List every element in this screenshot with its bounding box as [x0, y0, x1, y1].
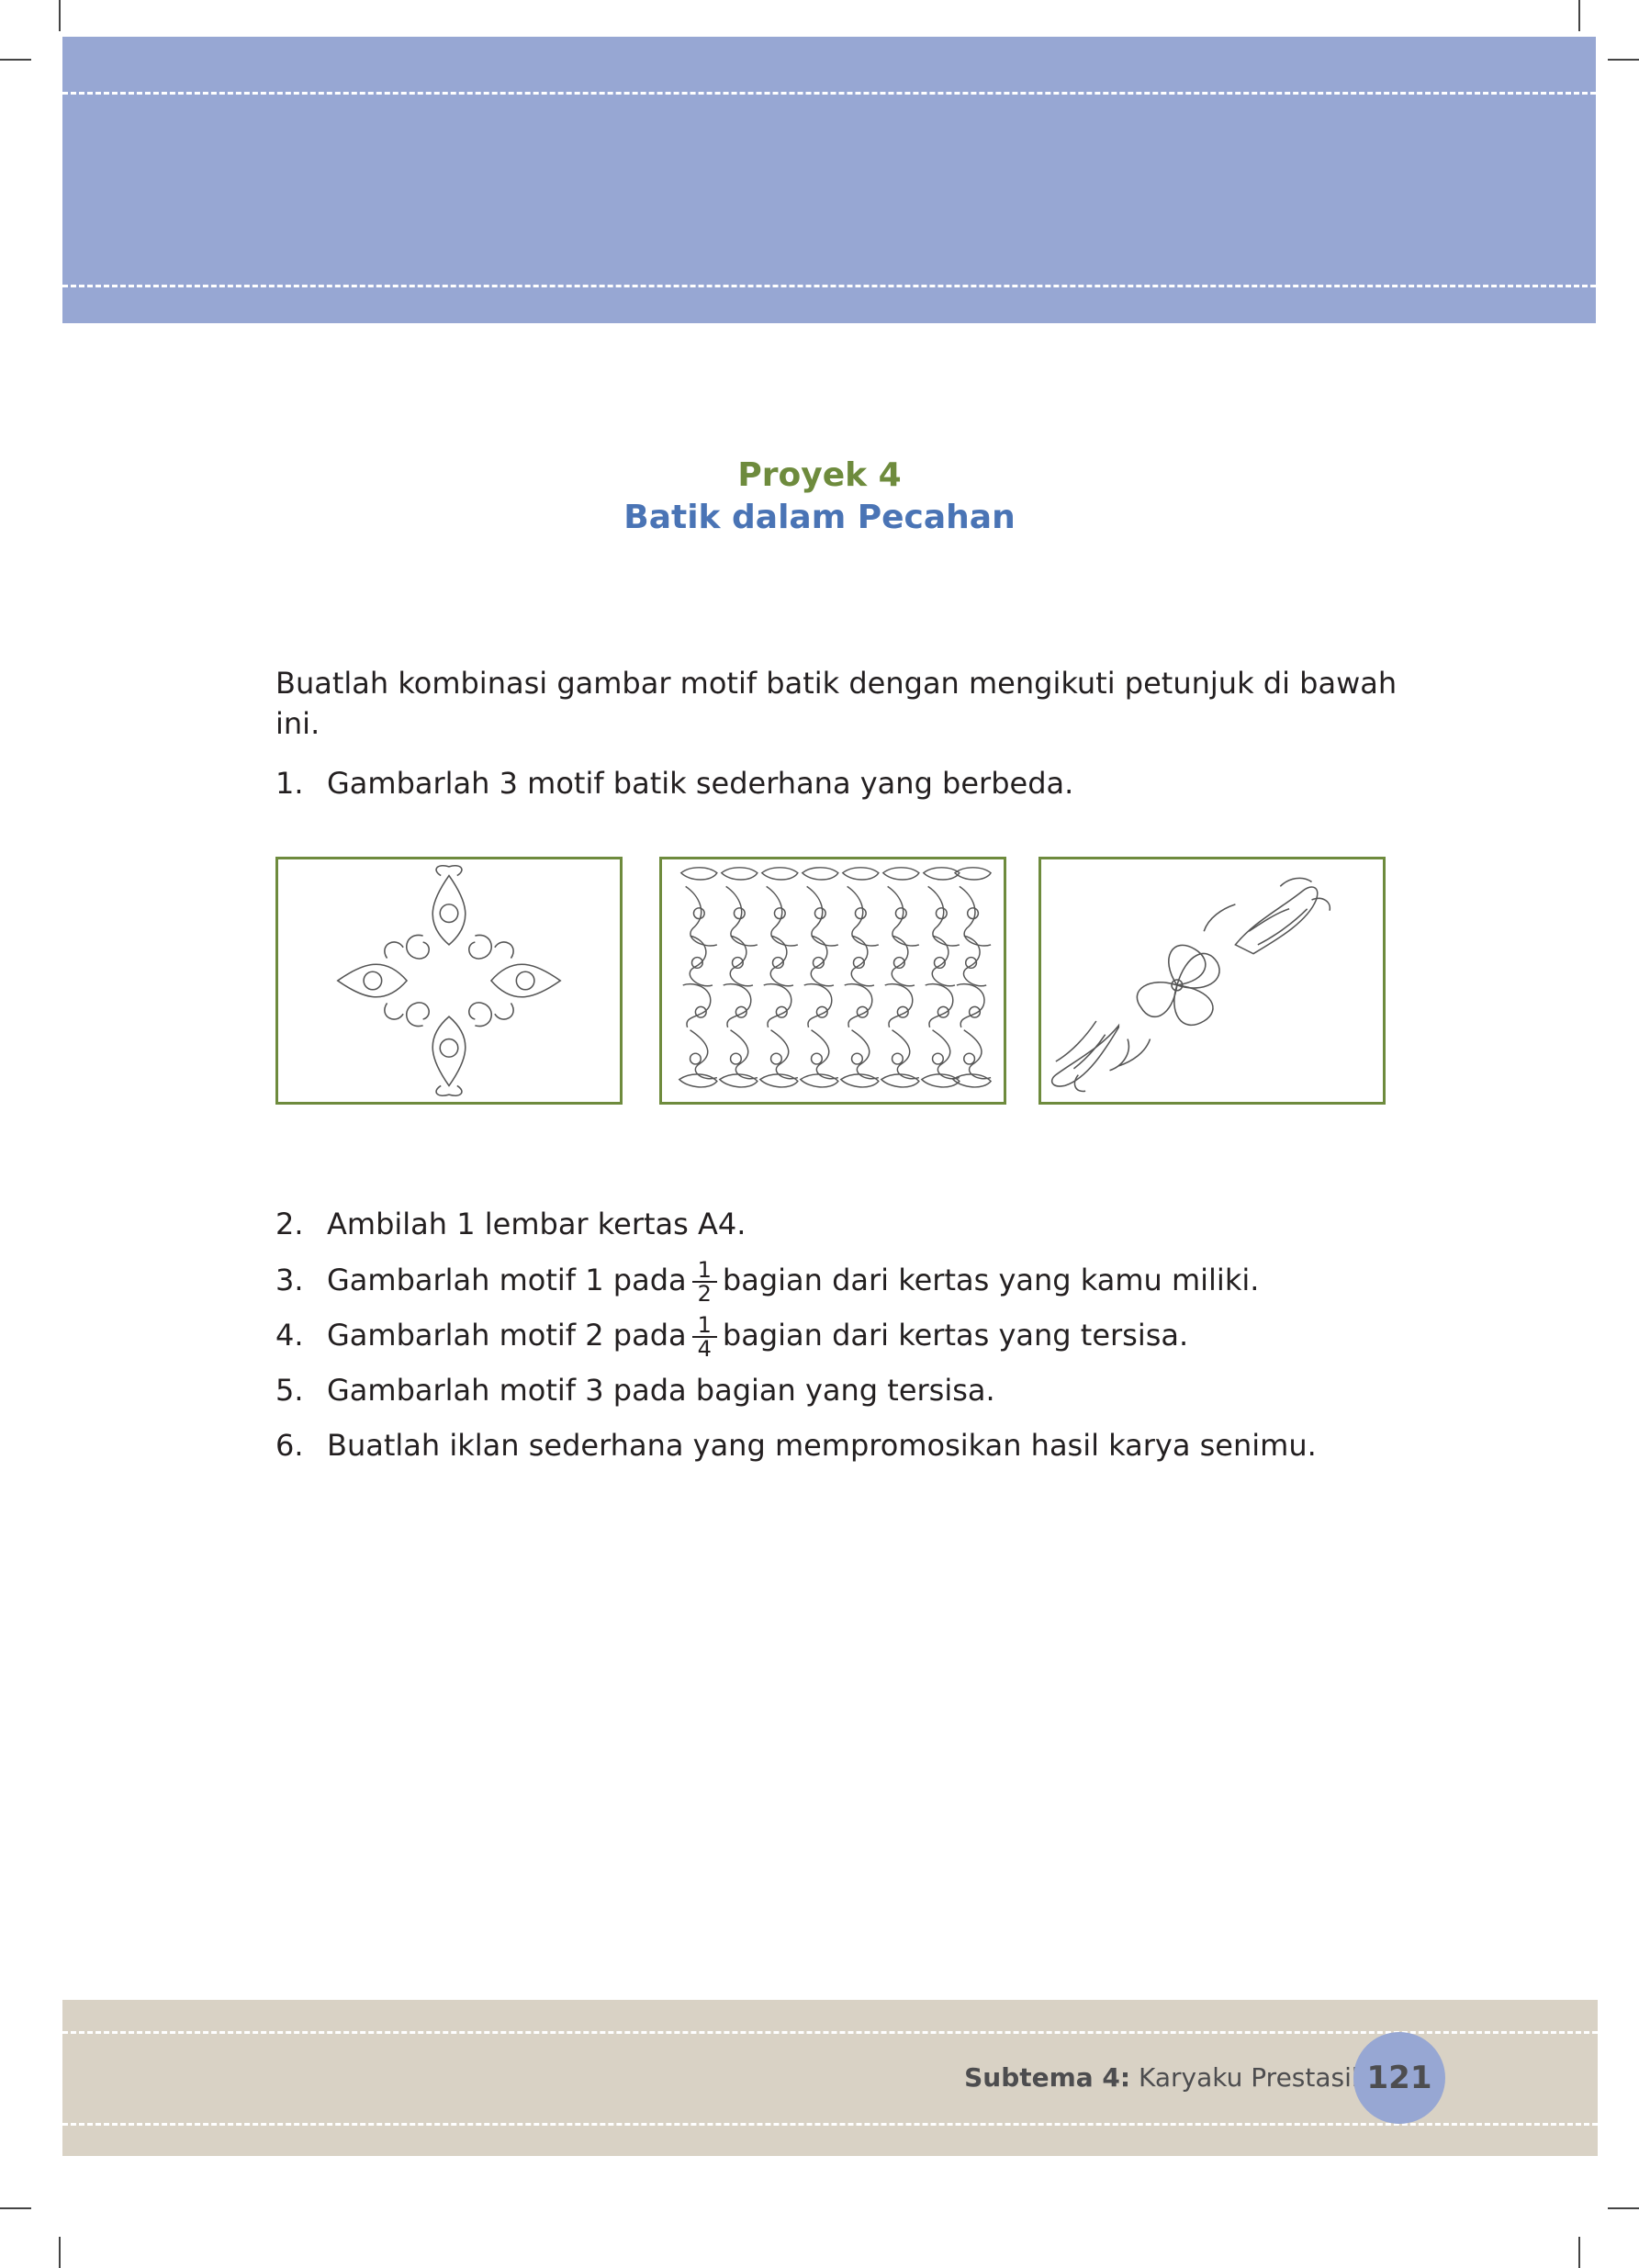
step-text: Gambarlah motif 2 pada: [327, 1318, 687, 1353]
step-number: 1.: [275, 766, 304, 801]
subtheme-name: Karyaku Prestasiku: [1139, 2062, 1382, 2093]
footer-subtheme: Subtema 4: Karyaku Prestasiku: [964, 2062, 1382, 2093]
stitch-line: [62, 92, 1596, 95]
diamond-floral-motif-icon: [336, 865, 562, 1096]
step-text: Gambarlah motif 1 pada: [327, 1263, 687, 1297]
step-number: 6.: [275, 1428, 304, 1463]
fraction-denominator: 2: [697, 1281, 712, 1307]
project-heading: Proyek 4 Batik dalam Pecahan: [0, 455, 1639, 539]
crop-mark: [0, 59, 31, 61]
crop-mark: [1578, 2237, 1580, 2268]
step-item: 1. Gambarlah 3 motif batik sederhana yang…: [275, 763, 1073, 803]
header-band: [62, 37, 1596, 323]
stitch-line: [62, 2123, 1598, 2126]
crop-mark: [59, 0, 61, 31]
step-text: bagian dari kertas yang kamu miliki.: [722, 1263, 1260, 1297]
step-text: bagian dari kertas yang tersisa.: [722, 1318, 1189, 1353]
step-text: Gambarlah motif 3 pada bagian yang tersi…: [327, 1373, 995, 1408]
fraction-denominator: 4: [697, 1336, 712, 1362]
intro-paragraph: Buatlah kombinasi gambar motif batik den…: [275, 666, 1398, 741]
repeating-scroll-motif-icon: [678, 867, 992, 1088]
step-number: 4.: [275, 1318, 304, 1353]
step-number: 5.: [275, 1373, 304, 1408]
step-number: 2.: [275, 1207, 304, 1241]
step-number: 3.: [275, 1263, 304, 1297]
step-text: Gambarlah 3 motif batik sederhana yang b…: [327, 766, 1074, 801]
project-title: Batik dalam Pecahan: [623, 499, 1016, 536]
subtheme-label: Subtema 4:: [964, 2062, 1131, 2093]
crop-mark: [59, 2237, 61, 2268]
stitch-line: [62, 285, 1596, 287]
step-item: 4. Gambarlah motif 2 pada 1 4 bagian dari ke…: [275, 1314, 1188, 1360]
diagonal-floral-motif-icon: [1050, 877, 1331, 1093]
step-text: Ambilah 1 lembar kertas A4.: [327, 1207, 747, 1241]
page-number: 121: [1353, 2032, 1445, 2124]
step-item: 5. Gambarlah motif 3 pada bagian yang ter…: [275, 1370, 995, 1410]
crop-mark: [1608, 59, 1639, 61]
step-item: 2. Ambilah 1 lembar kertas A4.: [275, 1204, 746, 1244]
crop-mark: [1578, 0, 1580, 31]
fraction-numerator: 1: [691, 1259, 717, 1283]
crop-mark: [0, 2207, 31, 2209]
crop-mark: [1608, 2207, 1639, 2209]
step-item: 6. Buatlah iklan sederhana yang mempromos…: [275, 1425, 1317, 1465]
step-item: 3. Gambarlah motif 1 pada 1 2 bagian dari ke…: [275, 1259, 1259, 1305]
fraction-numerator: 1: [691, 1314, 717, 1338]
stitch-line: [62, 2031, 1598, 2034]
project-number: Proyek 4: [737, 456, 902, 494]
motif-image-3: [1038, 857, 1386, 1105]
motif-image-1: [275, 857, 623, 1105]
motif-image-2: [659, 857, 1006, 1105]
step-text: Buatlah iklan sederhana yang mempromosik…: [327, 1428, 1317, 1463]
footer-band: [62, 2000, 1598, 2156]
